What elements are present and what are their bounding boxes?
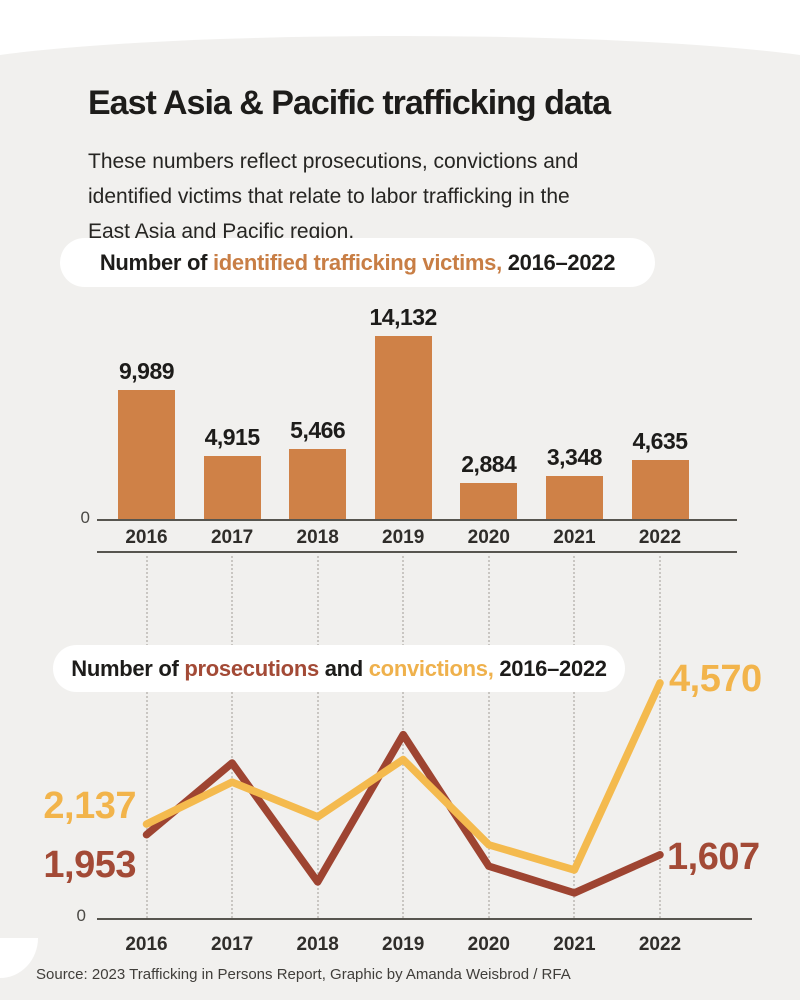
line-pill-convictions: convictions, xyxy=(368,655,494,681)
convictions-2016-label: 2,137 xyxy=(43,785,136,827)
line-chart-zero-label: 0 xyxy=(76,906,86,925)
bar-2016 xyxy=(118,390,175,520)
bar-chart-title-pill: Number of identified trafficking victims… xyxy=(60,238,655,287)
year-label-2020: 2020 xyxy=(467,934,510,955)
year-label-2016: 2016 xyxy=(125,934,168,955)
bar-2018 xyxy=(289,448,347,520)
source-credit: Source: 2023 Trafficking in Persons Repo… xyxy=(36,966,571,983)
guide-line-2020 xyxy=(487,556,490,918)
line-chart-baseline xyxy=(97,918,752,920)
prosecutions-2016-label: 1,953 xyxy=(43,844,136,886)
bar-2022 xyxy=(631,459,689,520)
prosecutions-2022-label: 1,607 xyxy=(667,836,760,878)
line-pill-suffix: 2016–2022 xyxy=(493,655,607,681)
guide-line-2019 xyxy=(402,556,405,918)
year-label-2019: 2019 xyxy=(382,934,425,955)
line-pill-prefix: Number of xyxy=(71,655,185,681)
bar-value-label: 14,132 xyxy=(369,304,438,331)
year-label-2021: 2021 xyxy=(553,934,596,955)
line-pill-mid: and xyxy=(318,655,369,681)
year-label-2018: 2018 xyxy=(296,934,339,955)
bar-pill-prefix: Number of xyxy=(99,249,213,275)
line-pill-prosecutions: prosecutions xyxy=(184,655,319,681)
year-label-2017: 2017 xyxy=(210,527,254,548)
bar-chart: 9,989 4,915 5,466 14,132 2,884 3,348 4,635 xyxy=(0,295,800,520)
year-label-2021: 2021 xyxy=(553,527,596,548)
guide-line-2018 xyxy=(316,556,319,918)
bar-value-label: 9,989 xyxy=(118,358,175,384)
bar-value-label: 3,348 xyxy=(546,444,603,471)
year-label-2017: 2017 xyxy=(210,934,254,955)
page-subtitle: These numbers reflect prosecutions, conv… xyxy=(88,150,579,243)
bar-value-label: 4,635 xyxy=(632,427,688,454)
year-label-2020: 2020 xyxy=(467,527,510,548)
year-label-2022: 2022 xyxy=(638,934,682,955)
guide-line-2022 xyxy=(659,556,661,918)
bar-2019 xyxy=(374,336,432,520)
guide-line-2021 xyxy=(573,556,576,918)
bar-2020 xyxy=(460,482,518,520)
year-label-2018: 2018 xyxy=(296,527,339,548)
bar-pill-suffix: 2016–2022 xyxy=(501,249,616,275)
year-label-2019: 2019 xyxy=(382,527,425,548)
convictions-2022-label: 4,570 xyxy=(669,658,762,700)
line-chart-title-pill: Number of prosecutions and convictions, … xyxy=(53,645,625,692)
guide-line-2017 xyxy=(231,556,234,918)
bar-value-label: 2,884 xyxy=(461,450,517,477)
bar-value-label: 4,915 xyxy=(204,424,261,450)
bar-2017 xyxy=(203,456,261,520)
bar-chart-zero-label: 0 xyxy=(80,508,90,527)
year-label-2022: 2022 xyxy=(638,527,682,548)
bar-pill-highlight: identified trafficking victims, xyxy=(212,249,502,275)
bar-2021 xyxy=(545,476,603,520)
bar-chart-lower-divider xyxy=(97,551,737,553)
year-label-2016: 2016 xyxy=(125,527,168,548)
bar-chart-baseline xyxy=(97,519,737,521)
bar-value-label: 5,466 xyxy=(290,416,346,443)
guide-line-2016 xyxy=(145,556,148,918)
page-title: East Asia & Pacific trafficking data xyxy=(88,84,611,122)
